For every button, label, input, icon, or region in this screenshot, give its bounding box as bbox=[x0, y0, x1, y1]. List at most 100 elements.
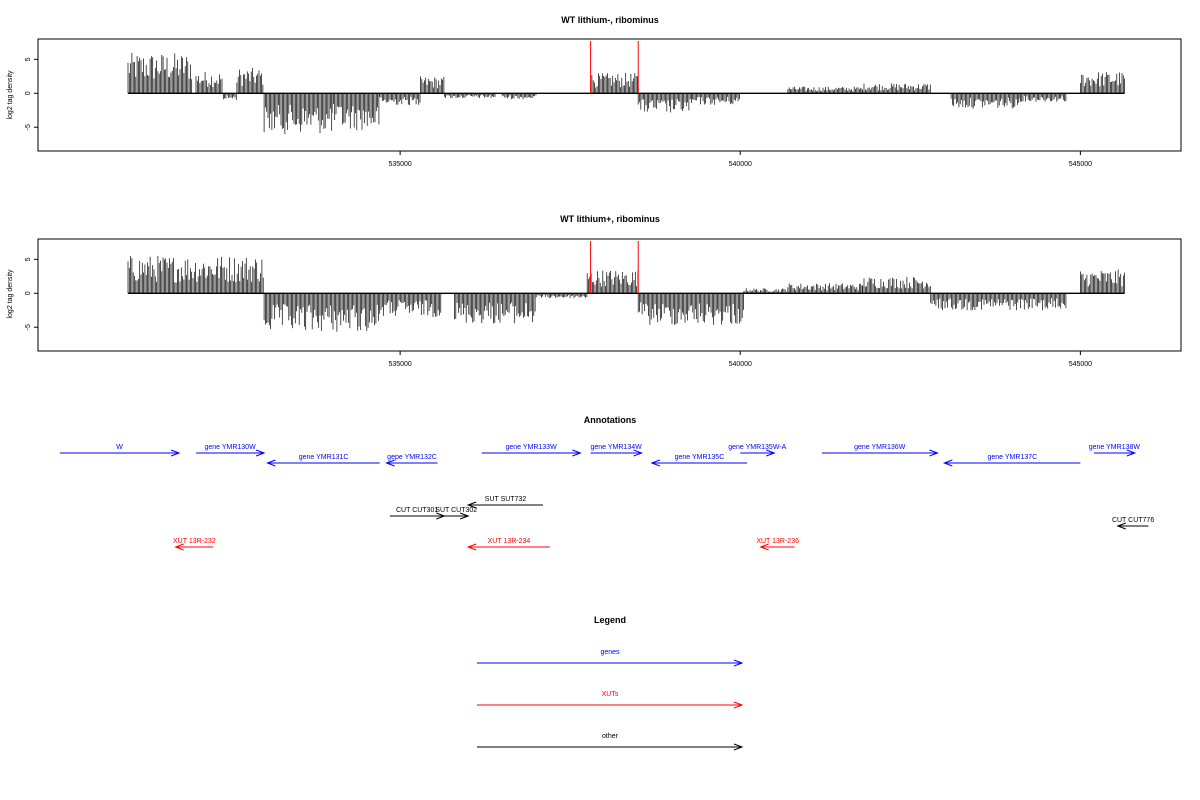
density-segment bbox=[1018, 93, 1067, 102]
density-segment bbox=[379, 93, 421, 105]
feature-label: gene YMR136W bbox=[854, 444, 906, 451]
legend-item: XUTs bbox=[477, 691, 744, 709]
y-tick-label: 5 bbox=[25, 57, 32, 61]
arrow-head bbox=[759, 543, 769, 551]
arrow-head bbox=[650, 459, 660, 467]
legend-label: XUTs bbox=[602, 691, 619, 698]
legend-label: other bbox=[602, 733, 619, 740]
feature-label: gene YMR133W bbox=[505, 444, 557, 451]
feature-label: SUT SUT732 bbox=[485, 496, 527, 503]
feature-label: gepe YMR132C bbox=[387, 454, 437, 461]
arrow-head bbox=[733, 743, 744, 751]
feature-gene: gene YMR138W bbox=[1089, 444, 1141, 457]
x-tick-label: 545000 bbox=[1069, 161, 1092, 168]
y-tick-label: 0 bbox=[25, 291, 32, 295]
density-segment bbox=[127, 256, 264, 294]
feature-other: CUT CUT776 bbox=[1112, 517, 1154, 530]
density-segment bbox=[535, 293, 588, 299]
arrow-head bbox=[733, 701, 744, 709]
feature-gene: gene YMR130W bbox=[196, 444, 266, 457]
x-tick-label: 540000 bbox=[729, 161, 752, 168]
arrow-head bbox=[1126, 449, 1137, 457]
legend-title: Legend bbox=[594, 615, 626, 625]
feature-label: gene YMR131C bbox=[299, 454, 349, 461]
bar-group bbox=[127, 41, 1125, 134]
feature-label: XUT 13R-236 bbox=[756, 538, 799, 545]
density-segment bbox=[263, 93, 333, 134]
arrow-head bbox=[170, 449, 181, 457]
x-tick-label: 540000 bbox=[729, 361, 752, 368]
density-segment bbox=[637, 93, 692, 113]
density-segment bbox=[263, 293, 379, 332]
feature-label: gene YMR130W bbox=[204, 444, 256, 451]
density-segment bbox=[127, 52, 193, 94]
density-segment bbox=[787, 86, 863, 94]
panel-title: WT lithium+, ribominus bbox=[560, 214, 660, 224]
legend-item: other bbox=[477, 733, 744, 751]
feature-label: gene YMR137C bbox=[988, 454, 1038, 461]
density-segment bbox=[950, 93, 1020, 109]
arrow-head bbox=[929, 449, 939, 457]
arrow-head bbox=[1116, 522, 1126, 530]
x-tick-label: 535000 bbox=[388, 161, 411, 168]
legend: Legend genes XUTs other bbox=[477, 615, 744, 751]
y-tick-label: 5 bbox=[25, 257, 32, 261]
feature-label: XUT 13R-232 bbox=[173, 538, 216, 545]
feature-gene: W bbox=[60, 444, 181, 457]
feature-gene: gene YMR134W bbox=[590, 444, 644, 457]
density-segment bbox=[236, 67, 264, 94]
density-segment bbox=[930, 293, 1067, 311]
arrow-head bbox=[266, 459, 276, 467]
density-panel-lithium-minus: WT lithium-, ribominus log2 tag density … bbox=[7, 15, 1182, 168]
arrow-head bbox=[385, 459, 395, 467]
arrow-head bbox=[942, 459, 953, 467]
density-segment bbox=[331, 93, 380, 131]
density-segment bbox=[787, 283, 863, 294]
density-segment bbox=[586, 270, 639, 294]
density-segment bbox=[443, 93, 496, 99]
feature-label: W bbox=[116, 444, 123, 451]
y-tick-label: -5 bbox=[25, 124, 32, 130]
density-segment bbox=[590, 73, 638, 94]
feature-gene: gene YMR135W-A bbox=[728, 444, 787, 457]
density-segment bbox=[1080, 269, 1125, 294]
feature-label: gene YMR138W bbox=[1089, 444, 1141, 451]
arrow-head bbox=[466, 501, 477, 509]
feature-gene: gene YMR136W bbox=[821, 444, 939, 457]
arrow-head bbox=[174, 543, 184, 551]
x-tick-label: 545000 bbox=[1069, 361, 1092, 368]
feature-xut: XUT 13R-234 bbox=[466, 538, 550, 551]
panel-title: WT lithium-, ribominus bbox=[561, 15, 659, 25]
arrow-head bbox=[466, 543, 477, 551]
arrow-head bbox=[572, 449, 582, 457]
legend-items: genes XUTs other bbox=[477, 649, 744, 751]
density-segment bbox=[501, 93, 537, 100]
arrow-head bbox=[633, 449, 644, 457]
y-axis-label: log2 tag density bbox=[7, 70, 14, 120]
density-segment bbox=[454, 293, 536, 324]
feature-label: gene YMR135W-A bbox=[728, 444, 786, 451]
arrow-head bbox=[459, 512, 470, 520]
plot-frame bbox=[37, 38, 1182, 152]
feature-gene: gene YMR135C bbox=[650, 454, 748, 467]
feature-label: CUT CUT776 bbox=[1112, 517, 1154, 524]
arrow-head bbox=[733, 659, 744, 667]
y-tick-label: 0 bbox=[25, 91, 32, 95]
bar-group bbox=[127, 241, 1125, 332]
y-axis-label: log2 tag density bbox=[7, 269, 14, 319]
axis-group: -5 0 5 535000 540000 545000 bbox=[25, 57, 1092, 168]
arrow-head bbox=[766, 449, 776, 457]
plot-frame bbox=[37, 238, 1182, 352]
y-tick-label: -5 bbox=[25, 324, 32, 330]
legend-item: genes bbox=[477, 649, 744, 667]
feature-label: XUT 13R-234 bbox=[488, 538, 531, 545]
density-segment bbox=[743, 288, 789, 294]
density-segment bbox=[379, 293, 442, 317]
feature-xut: XUT 13R-236 bbox=[756, 538, 799, 551]
feature-label: gene YMR135C bbox=[675, 454, 725, 461]
feature-label: SUT CUT302 bbox=[435, 507, 477, 514]
density-segment bbox=[222, 93, 237, 100]
